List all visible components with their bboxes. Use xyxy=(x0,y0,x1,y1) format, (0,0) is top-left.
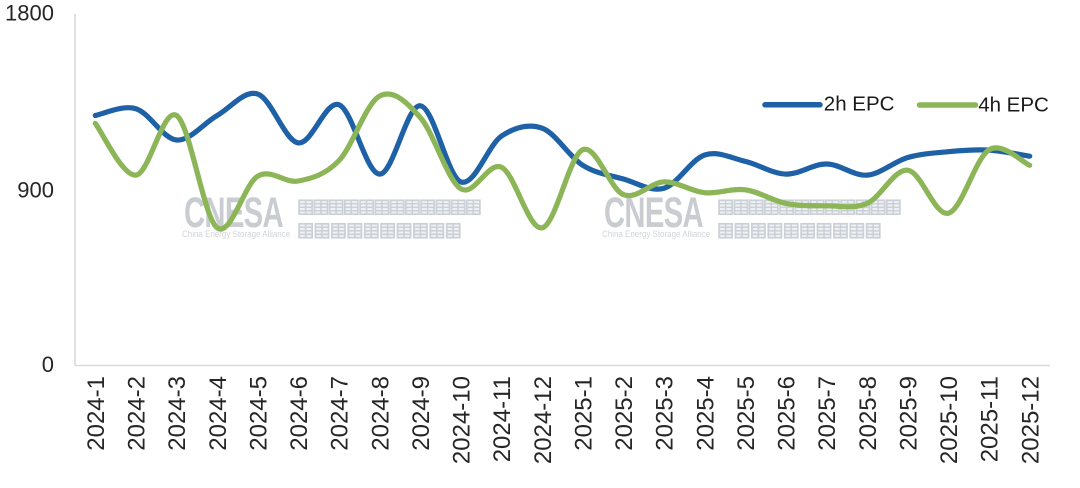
svg-text:2024-12: 2024-12 xyxy=(530,376,557,464)
svg-text:2025-4: 2025-4 xyxy=(692,376,719,451)
svg-text:2025-6: 2025-6 xyxy=(774,376,801,451)
svg-text:2025-3: 2025-3 xyxy=(652,376,679,451)
svg-text:2024-11: 2024-11 xyxy=(489,376,516,462)
svg-text:900: 900 xyxy=(17,177,54,202)
svg-text:2025-1: 2025-1 xyxy=(570,376,597,451)
svg-text:0: 0 xyxy=(42,352,54,377)
svg-text:4h EPC: 4h EPC xyxy=(978,94,1049,117)
svg-text:2024-3: 2024-3 xyxy=(164,376,191,451)
svg-text:2024-10: 2024-10 xyxy=(449,376,476,464)
svg-text:2025-10: 2025-10 xyxy=(936,376,963,464)
svg-text:2025-2: 2025-2 xyxy=(611,376,638,451)
svg-text:China Energy Storage Alliance: China Energy Storage Alliance xyxy=(182,228,290,239)
svg-text:CNESA: CNESA xyxy=(604,188,703,236)
svg-text:2024-5: 2024-5 xyxy=(245,376,272,451)
svg-text:2024-7: 2024-7 xyxy=(327,376,354,451)
svg-text:2025-11: 2025-11 xyxy=(977,376,1004,462)
svg-text:2025-8: 2025-8 xyxy=(855,376,882,451)
svg-text:2024-2: 2024-2 xyxy=(124,376,151,451)
svg-text:2024-9: 2024-9 xyxy=(408,376,435,451)
svg-text:2025-9: 2025-9 xyxy=(895,376,922,451)
svg-text:2h EPC: 2h EPC xyxy=(824,93,895,116)
svg-text:2025-12: 2025-12 xyxy=(1017,376,1044,464)
svg-text:2024-8: 2024-8 xyxy=(367,376,394,451)
svg-text:2024-1: 2024-1 xyxy=(83,376,110,451)
svg-text:1800: 1800 xyxy=(5,0,54,25)
svg-text:2024-4: 2024-4 xyxy=(205,376,232,451)
svg-text:2025-7: 2025-7 xyxy=(814,376,841,451)
svg-text:2024-6: 2024-6 xyxy=(286,376,313,451)
svg-text:2025-5: 2025-5 xyxy=(733,376,760,451)
svg-text:China Energy Storage Alliance: China Energy Storage Alliance xyxy=(602,228,710,239)
